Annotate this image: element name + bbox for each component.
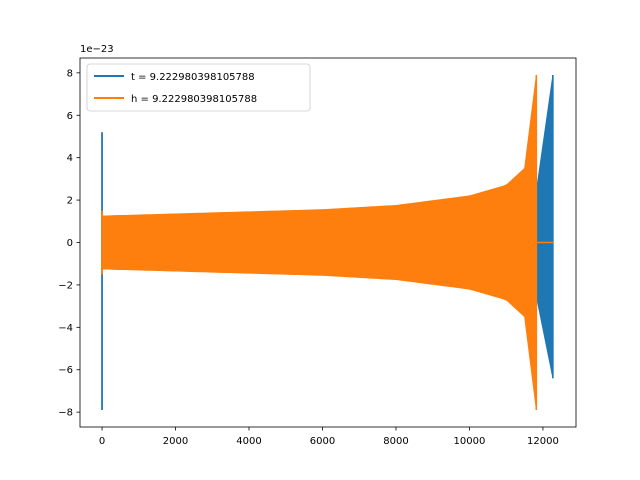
x-axis: 0 2000 4000 6000 8000 10000 12000 (99, 427, 559, 447)
y-tick-label: −6 (58, 365, 73, 376)
x-tick-label: 10000 (454, 436, 486, 447)
x-tick-label: 2000 (163, 436, 188, 447)
y-tick-label: 0 (67, 238, 73, 249)
y-tick-label: −8 (58, 408, 73, 419)
y-tick-label: 2 (67, 196, 73, 207)
legend-label-series-2: h = 9.222980398105788 (131, 94, 257, 105)
y-offset-label: 1e−23 (80, 44, 114, 55)
x-tick-label: 0 (99, 436, 105, 447)
legend-box (86, 63, 311, 112)
y-tick-label: 6 (67, 111, 73, 122)
x-tick-label: 6000 (310, 436, 335, 447)
axes-frame (79, 57, 577, 428)
y-tick-label: 4 (67, 153, 73, 164)
x-tick-label: 4000 (236, 436, 261, 447)
legend: t = 9.222980398105788 h = 9.222980398105… (86, 63, 311, 112)
x-tick-label: 8000 (383, 436, 408, 447)
x-tick-label: 12000 (527, 436, 559, 447)
y-tick-label: 8 (67, 68, 73, 79)
series-2 (101, 74, 554, 411)
y-axis: −8 −6 −4 −2 0 2 4 6 8 (58, 68, 80, 419)
y-tick-label: −2 (58, 280, 73, 291)
plot-area (101, 74, 554, 411)
y-tick-label: −4 (58, 323, 73, 334)
legend-label-series-1: t = 9.222980398105788 (131, 72, 255, 83)
